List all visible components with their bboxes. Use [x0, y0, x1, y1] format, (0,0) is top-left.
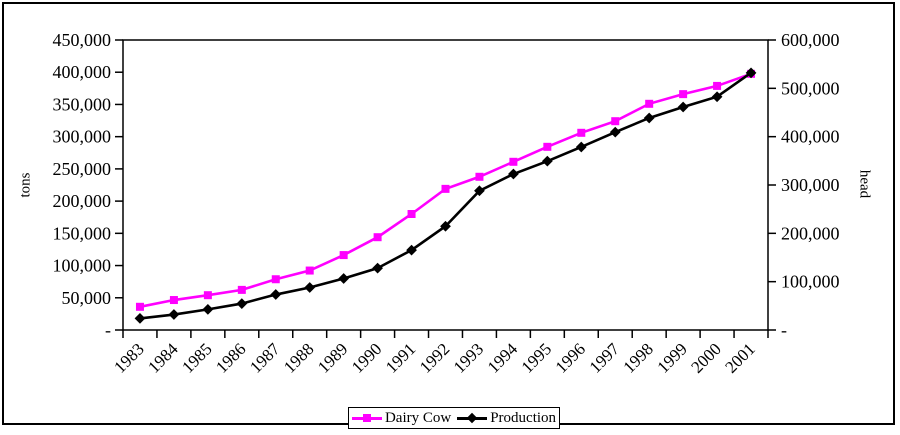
data-point-marker: [305, 266, 314, 275]
right-axis-title: head: [856, 169, 873, 199]
left-axis-tick-label: 250,000: [53, 159, 112, 179]
x-axis-tick-label: 1985: [178, 339, 215, 376]
diamond-marker-icon: [466, 412, 478, 424]
left-axis-tick-label: 400,000: [53, 62, 112, 82]
left-axis-tick-label: 50,000: [62, 288, 112, 308]
left-axis-tick-label: 150,000: [53, 223, 112, 243]
data-point-marker: [679, 90, 688, 99]
x-axis-tick-label: 2000: [687, 339, 724, 376]
chart-legend: Dairy Cow Production: [348, 407, 560, 429]
data-point-marker: [134, 313, 146, 324]
right-axis-tick-label: 300,000: [781, 175, 840, 195]
production-line-sample: [457, 412, 488, 424]
left-axis-title: tons: [17, 172, 34, 198]
data-point-marker: [304, 282, 316, 293]
x-axis-tick-label: 1992: [416, 339, 453, 376]
data-point-marker: [611, 117, 620, 126]
left-axis-tick-label: 300,000: [53, 127, 112, 147]
data-point-marker: [543, 142, 552, 151]
left-axis-tick-label: -: [105, 320, 111, 340]
data-point-marker: [236, 298, 248, 309]
square-marker-icon: [362, 414, 371, 422]
x-axis-tick-label: 1997: [586, 339, 624, 377]
data-point-marker: [441, 184, 450, 193]
data-point-marker: [373, 233, 382, 242]
x-axis-tick-label: 1991: [382, 339, 419, 376]
right-axis-tick-label: 100,000: [781, 272, 840, 292]
legend-label-dairy-cow: Dairy Cow: [384, 409, 452, 426]
data-point-marker: [338, 273, 350, 284]
data-point-marker: [168, 309, 180, 320]
left-axis-tick-label: 200,000: [53, 191, 112, 211]
data-point-marker: [509, 157, 518, 166]
x-axis-tick-label: 1995: [518, 339, 555, 376]
data-point-marker: [169, 296, 178, 305]
data-point-marker: [339, 251, 348, 260]
x-axis-tick-label: 1983: [110, 339, 147, 376]
data-point-marker: [372, 262, 383, 274]
x-axis-tick-label: 1990: [348, 339, 385, 376]
x-axis-tick-label: 1989: [314, 339, 351, 376]
data-point-marker: [202, 304, 214, 315]
dairy-cow-line-sample: [351, 414, 382, 422]
x-axis-tick-label: 1999: [653, 339, 690, 376]
right-axis-tick-label: 400,000: [781, 127, 840, 147]
data-point-marker: [713, 81, 722, 90]
data-point-marker: [475, 172, 484, 181]
left-axis-tick-label: 450,000: [53, 30, 112, 50]
data-point-marker: [440, 220, 451, 232]
x-axis-tick-label: 1996: [552, 339, 589, 376]
data-point-marker: [474, 185, 485, 197]
data-point-marker: [270, 289, 282, 300]
data-point-marker: [406, 244, 417, 256]
left-axis-tick-label: 350,000: [53, 94, 112, 114]
right-axis-tick-label: 500,000: [781, 78, 840, 98]
legend-item-production: Production: [457, 409, 557, 426]
data-point-marker: [271, 275, 280, 284]
x-axis-tick-label: 2001: [721, 339, 758, 376]
right-axis-tick-label: 600,000: [781, 30, 840, 50]
data-point-marker: [575, 141, 587, 153]
legend-item-dairy-cow: Dairy Cow: [351, 409, 452, 426]
data-point-marker: [508, 168, 519, 180]
data-point-marker: [203, 291, 212, 300]
data-point-marker: [135, 302, 144, 311]
plot-area: [122, 39, 769, 331]
x-axis-tick-label: 1988: [280, 339, 317, 376]
x-axis-tick-label: 1987: [246, 339, 284, 377]
x-axis-tick-label: 1984: [144, 339, 182, 377]
data-point-marker: [577, 128, 586, 137]
right-axis-tick-label: -: [781, 320, 787, 340]
x-axis-tick-label: 1994: [484, 339, 522, 377]
right-axis-tick-label: 200,000: [781, 223, 840, 243]
x-axis-tick-label: 1986: [212, 339, 249, 376]
x-axis-tick-label: 1993: [450, 339, 487, 376]
left-axis-tick-label: 100,000: [53, 256, 112, 276]
x-axis-tick-label: 1998: [620, 339, 657, 376]
data-point-marker: [237, 285, 246, 294]
data-point-marker: [407, 210, 416, 218]
data-point-marker: [645, 99, 654, 108]
legend-label-production: Production: [490, 409, 557, 426]
